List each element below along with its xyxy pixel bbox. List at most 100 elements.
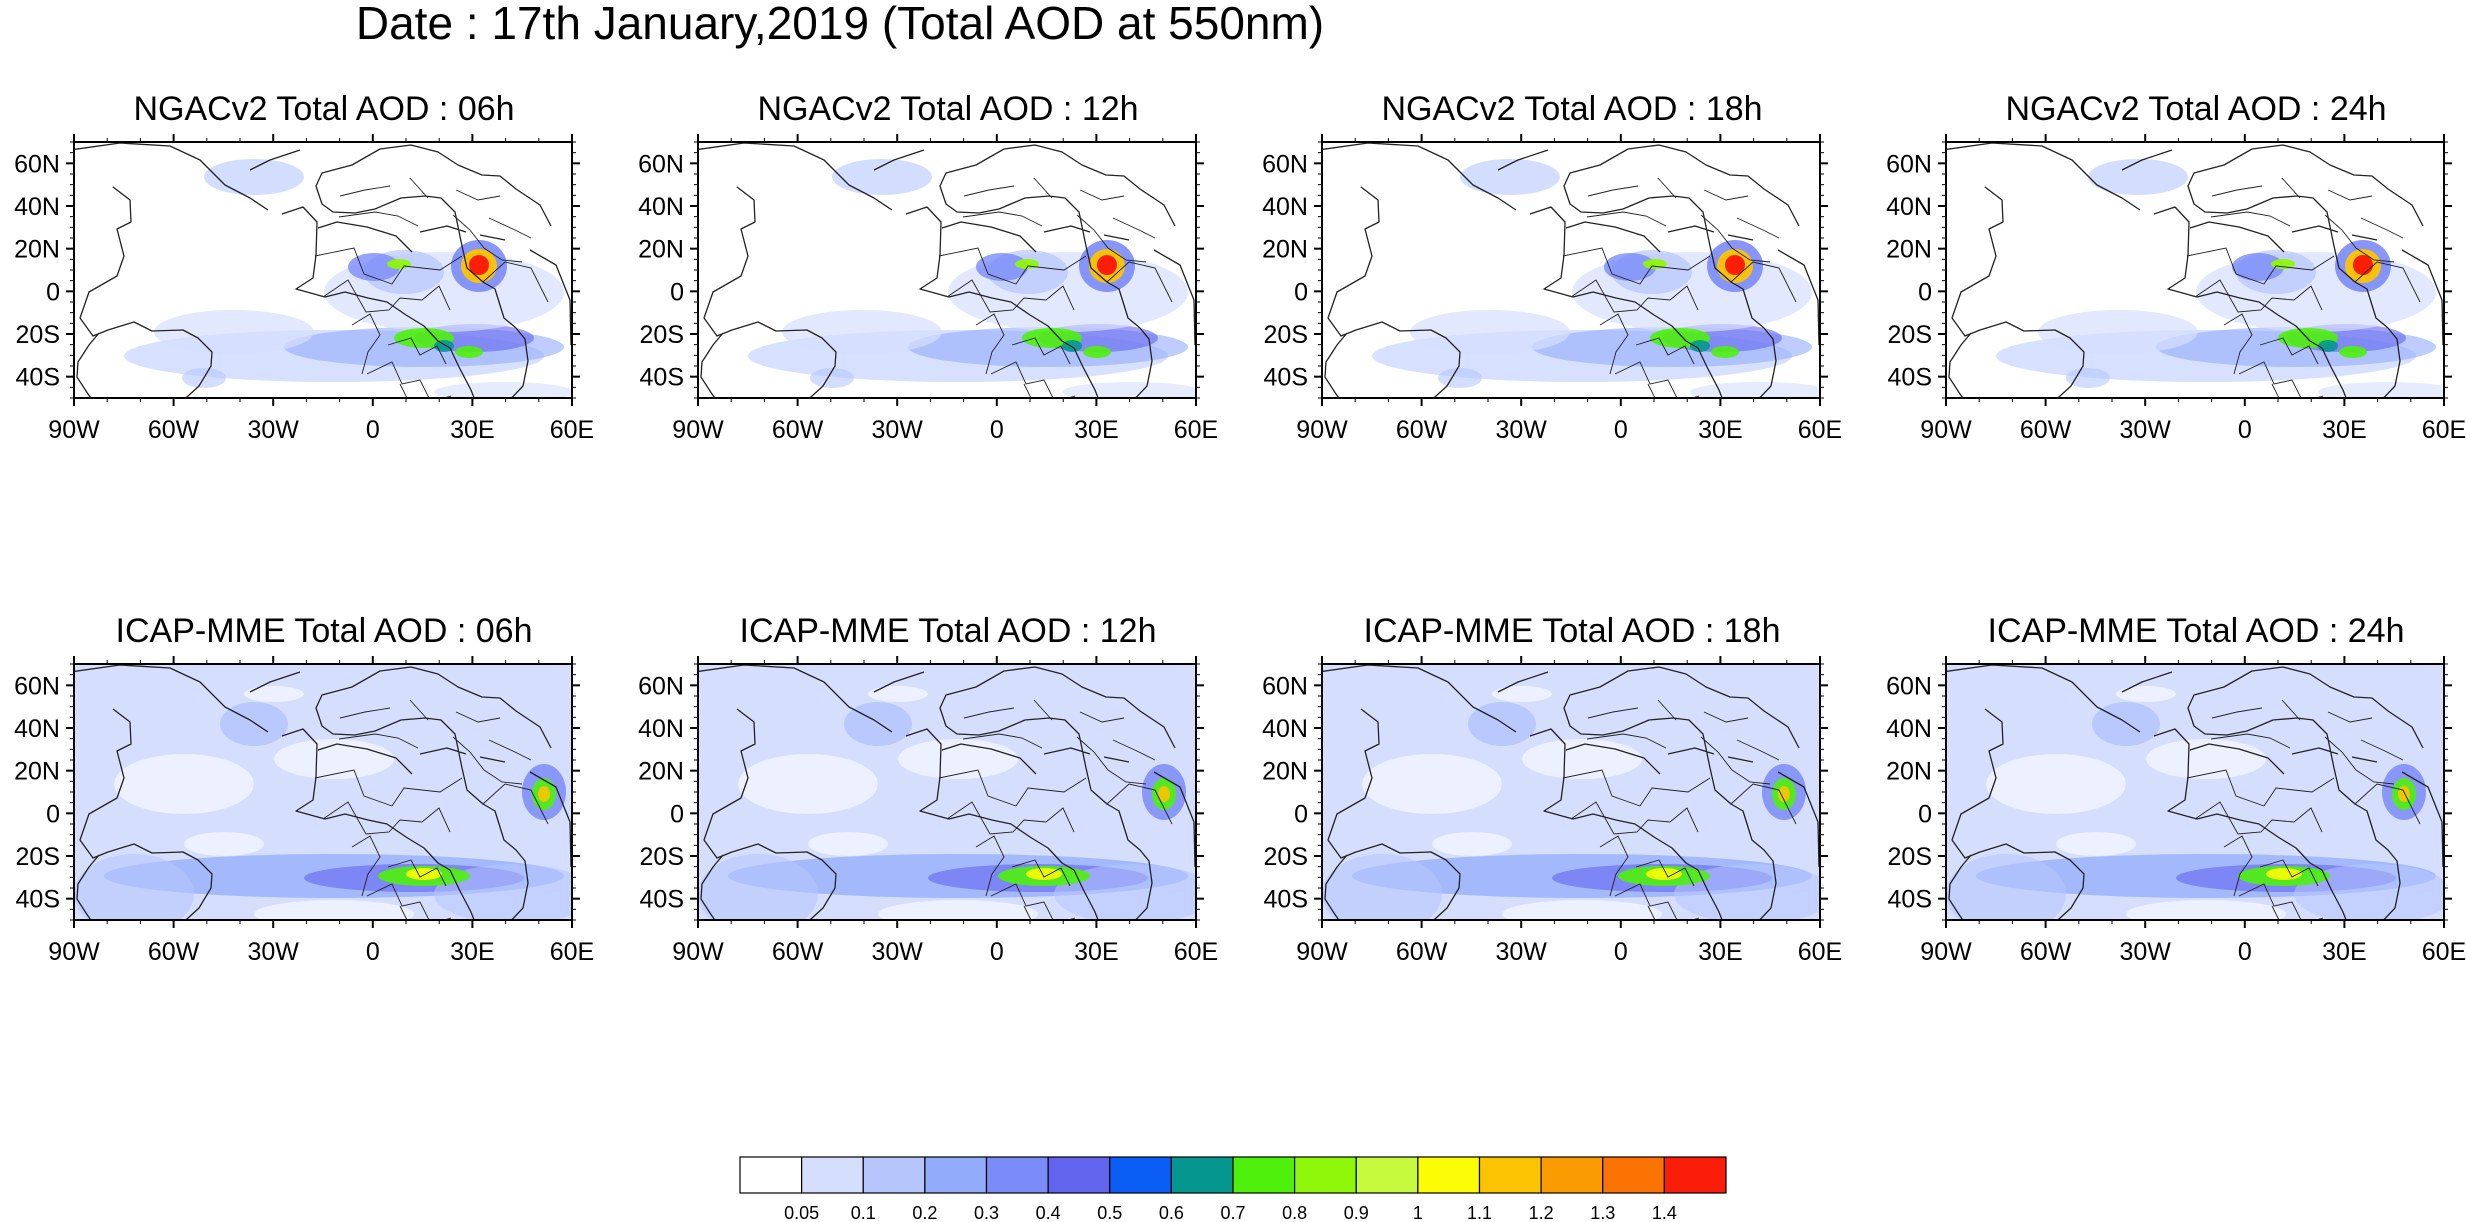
aod-plume bbox=[1062, 382, 1196, 398]
clear-region bbox=[114, 754, 254, 814]
aod-plume bbox=[469, 255, 489, 275]
aod-field bbox=[1322, 664, 1820, 920]
lon-tick-label: 30E bbox=[450, 938, 494, 966]
colorbar-label: 1 bbox=[1413, 1203, 1423, 1222]
lon-tick-label: 30E bbox=[1074, 416, 1118, 444]
aod-plume bbox=[1083, 346, 1111, 358]
aod-field bbox=[1946, 142, 2444, 398]
lat-tick-label: 20N bbox=[638, 758, 684, 786]
clear-region bbox=[1432, 832, 1512, 856]
aod-plume bbox=[204, 159, 304, 195]
lon-tick-label: 0 bbox=[366, 938, 380, 966]
colorbar-label: 1.2 bbox=[1529, 1203, 1554, 1222]
aod-plume bbox=[1674, 864, 1820, 920]
lon-tick-label: 60W bbox=[772, 938, 824, 966]
lon-tick-label: 30E bbox=[450, 416, 494, 444]
aod-plume bbox=[1946, 664, 2444, 920]
colorbar-swatch bbox=[739, 1156, 803, 1194]
aod-plume bbox=[154, 310, 314, 354]
aod-plume bbox=[2266, 868, 2302, 880]
lon-tick-label: 0 bbox=[990, 938, 1004, 966]
panel-title: NGACv2 Total AOD : 24h bbox=[2005, 90, 2387, 128]
lat-tick-label: 60N bbox=[14, 150, 60, 178]
figure-title: Date : 17th January,2019 (Total AOD at 5… bbox=[355, 0, 1325, 49]
clear-region bbox=[254, 900, 414, 920]
lat-tick-label: 20S bbox=[640, 843, 684, 871]
colorbar-label: 1.1 bbox=[1467, 1203, 1492, 1222]
lat-tick-label: 40S bbox=[1888, 886, 1932, 914]
lat-tick-label: 40N bbox=[638, 193, 684, 221]
lat-tick-label: 20N bbox=[14, 236, 60, 264]
colorbar-label: 0.9 bbox=[1344, 1203, 1369, 1222]
lat-tick-label: 40N bbox=[14, 193, 60, 221]
lon-tick-label: 90W bbox=[1920, 938, 1972, 966]
lon-tick-label: 0 bbox=[366, 416, 380, 444]
map-panel: 90W 60W 30W 0 30E 60E 60N 40N 20N 0 20S 40S bbox=[14, 656, 594, 966]
aod-plume bbox=[538, 786, 550, 802]
colorbar-swatch bbox=[801, 1156, 864, 1194]
colorbar-swatch bbox=[1478, 1156, 1542, 1194]
lon-tick-label: 60E bbox=[1798, 416, 1842, 444]
aod-plume bbox=[832, 159, 932, 195]
lat-tick-label: 40S bbox=[1264, 886, 1308, 914]
lat-tick-label: 60N bbox=[1262, 150, 1308, 178]
aod-field bbox=[698, 664, 1196, 920]
panel-title: NGACv2 Total AOD : 18h bbox=[1381, 90, 1763, 128]
aod-plume bbox=[1604, 253, 1656, 281]
lat-tick-label: 0 bbox=[1918, 800, 1932, 828]
lon-tick-label: 60W bbox=[148, 416, 200, 444]
colorbar-swatch bbox=[1355, 1156, 1419, 1194]
aod-field bbox=[74, 142, 572, 398]
clear-region bbox=[184, 832, 264, 856]
lat-tick-label: 60N bbox=[14, 672, 60, 700]
colorbar-label: 0.05 bbox=[784, 1203, 819, 1222]
panel-grid: 90W 60W 30W 0 30E 60E 60N 40N 20N 0 20S 40S 90W 60W 30… bbox=[14, 134, 2466, 966]
aod-plume bbox=[1646, 868, 1682, 880]
aod-plume bbox=[1468, 702, 1536, 746]
lon-tick-label: 0 bbox=[2238, 416, 2252, 444]
lat-tick-label: 40N bbox=[1262, 715, 1308, 743]
lon-tick-label: 60E bbox=[1174, 416, 1218, 444]
panel-title: NGACv2 Total AOD : 06h bbox=[133, 90, 515, 128]
lon-tick-label: 0 bbox=[1614, 938, 1628, 966]
colorbar-swatch bbox=[1294, 1156, 1357, 1194]
aod-plume bbox=[406, 868, 442, 880]
lon-tick-label: 90W bbox=[672, 416, 724, 444]
aod-plume bbox=[1410, 310, 1570, 354]
colorbar-label: 0.2 bbox=[912, 1203, 937, 1222]
lon-tick-label: 30W bbox=[247, 938, 299, 966]
aod-plume bbox=[1322, 664, 1820, 920]
lat-tick-label: 0 bbox=[46, 278, 60, 306]
aod-plume bbox=[1062, 340, 1082, 352]
clear-region bbox=[1492, 686, 1552, 702]
panel-title: ICAP-MME Total AOD : 12h bbox=[739, 612, 1157, 650]
panel-title: ICAP-MME Total AOD : 18h bbox=[1363, 612, 1781, 650]
map-panel: 90W 60W 30W 0 30E 60E 60N 40N 20N 0 20S 40S bbox=[1886, 656, 2466, 966]
aod-plume bbox=[810, 368, 854, 388]
clear-region bbox=[868, 686, 928, 702]
lon-tick-label: 90W bbox=[1296, 938, 1348, 966]
colorbar-swatch bbox=[1417, 1156, 1481, 1194]
lon-tick-label: 60W bbox=[1396, 416, 1448, 444]
aod-plume bbox=[1725, 255, 1745, 275]
colorbar-swatch bbox=[1540, 1156, 1604, 1194]
map-panel: 90W 60W 30W 0 30E 60E 60N 40N 20N 0 20S 40S bbox=[1262, 134, 1842, 444]
aod-plume bbox=[1097, 255, 1117, 275]
lon-tick-label: 30W bbox=[2119, 416, 2171, 444]
colorbar-label: 0.1 bbox=[851, 1203, 876, 1222]
clear-region bbox=[1362, 754, 1502, 814]
lat-tick-label: 40N bbox=[14, 715, 60, 743]
lon-tick-label: 60E bbox=[550, 416, 594, 444]
clear-region bbox=[1986, 754, 2126, 814]
colorbar-swatch bbox=[985, 1156, 1049, 1194]
lon-tick-label: 60E bbox=[2422, 938, 2466, 966]
lat-tick-label: 20N bbox=[1262, 758, 1308, 786]
aod-field bbox=[1322, 142, 1820, 398]
colorbar-swatch bbox=[862, 1156, 926, 1194]
aod-plume bbox=[2294, 864, 2444, 920]
lon-tick-label: 30W bbox=[871, 938, 923, 966]
aod-plume bbox=[1438, 368, 1482, 388]
lat-tick-label: 40S bbox=[640, 886, 684, 914]
aod-plume bbox=[2339, 346, 2367, 358]
lat-tick-label: 0 bbox=[46, 800, 60, 828]
